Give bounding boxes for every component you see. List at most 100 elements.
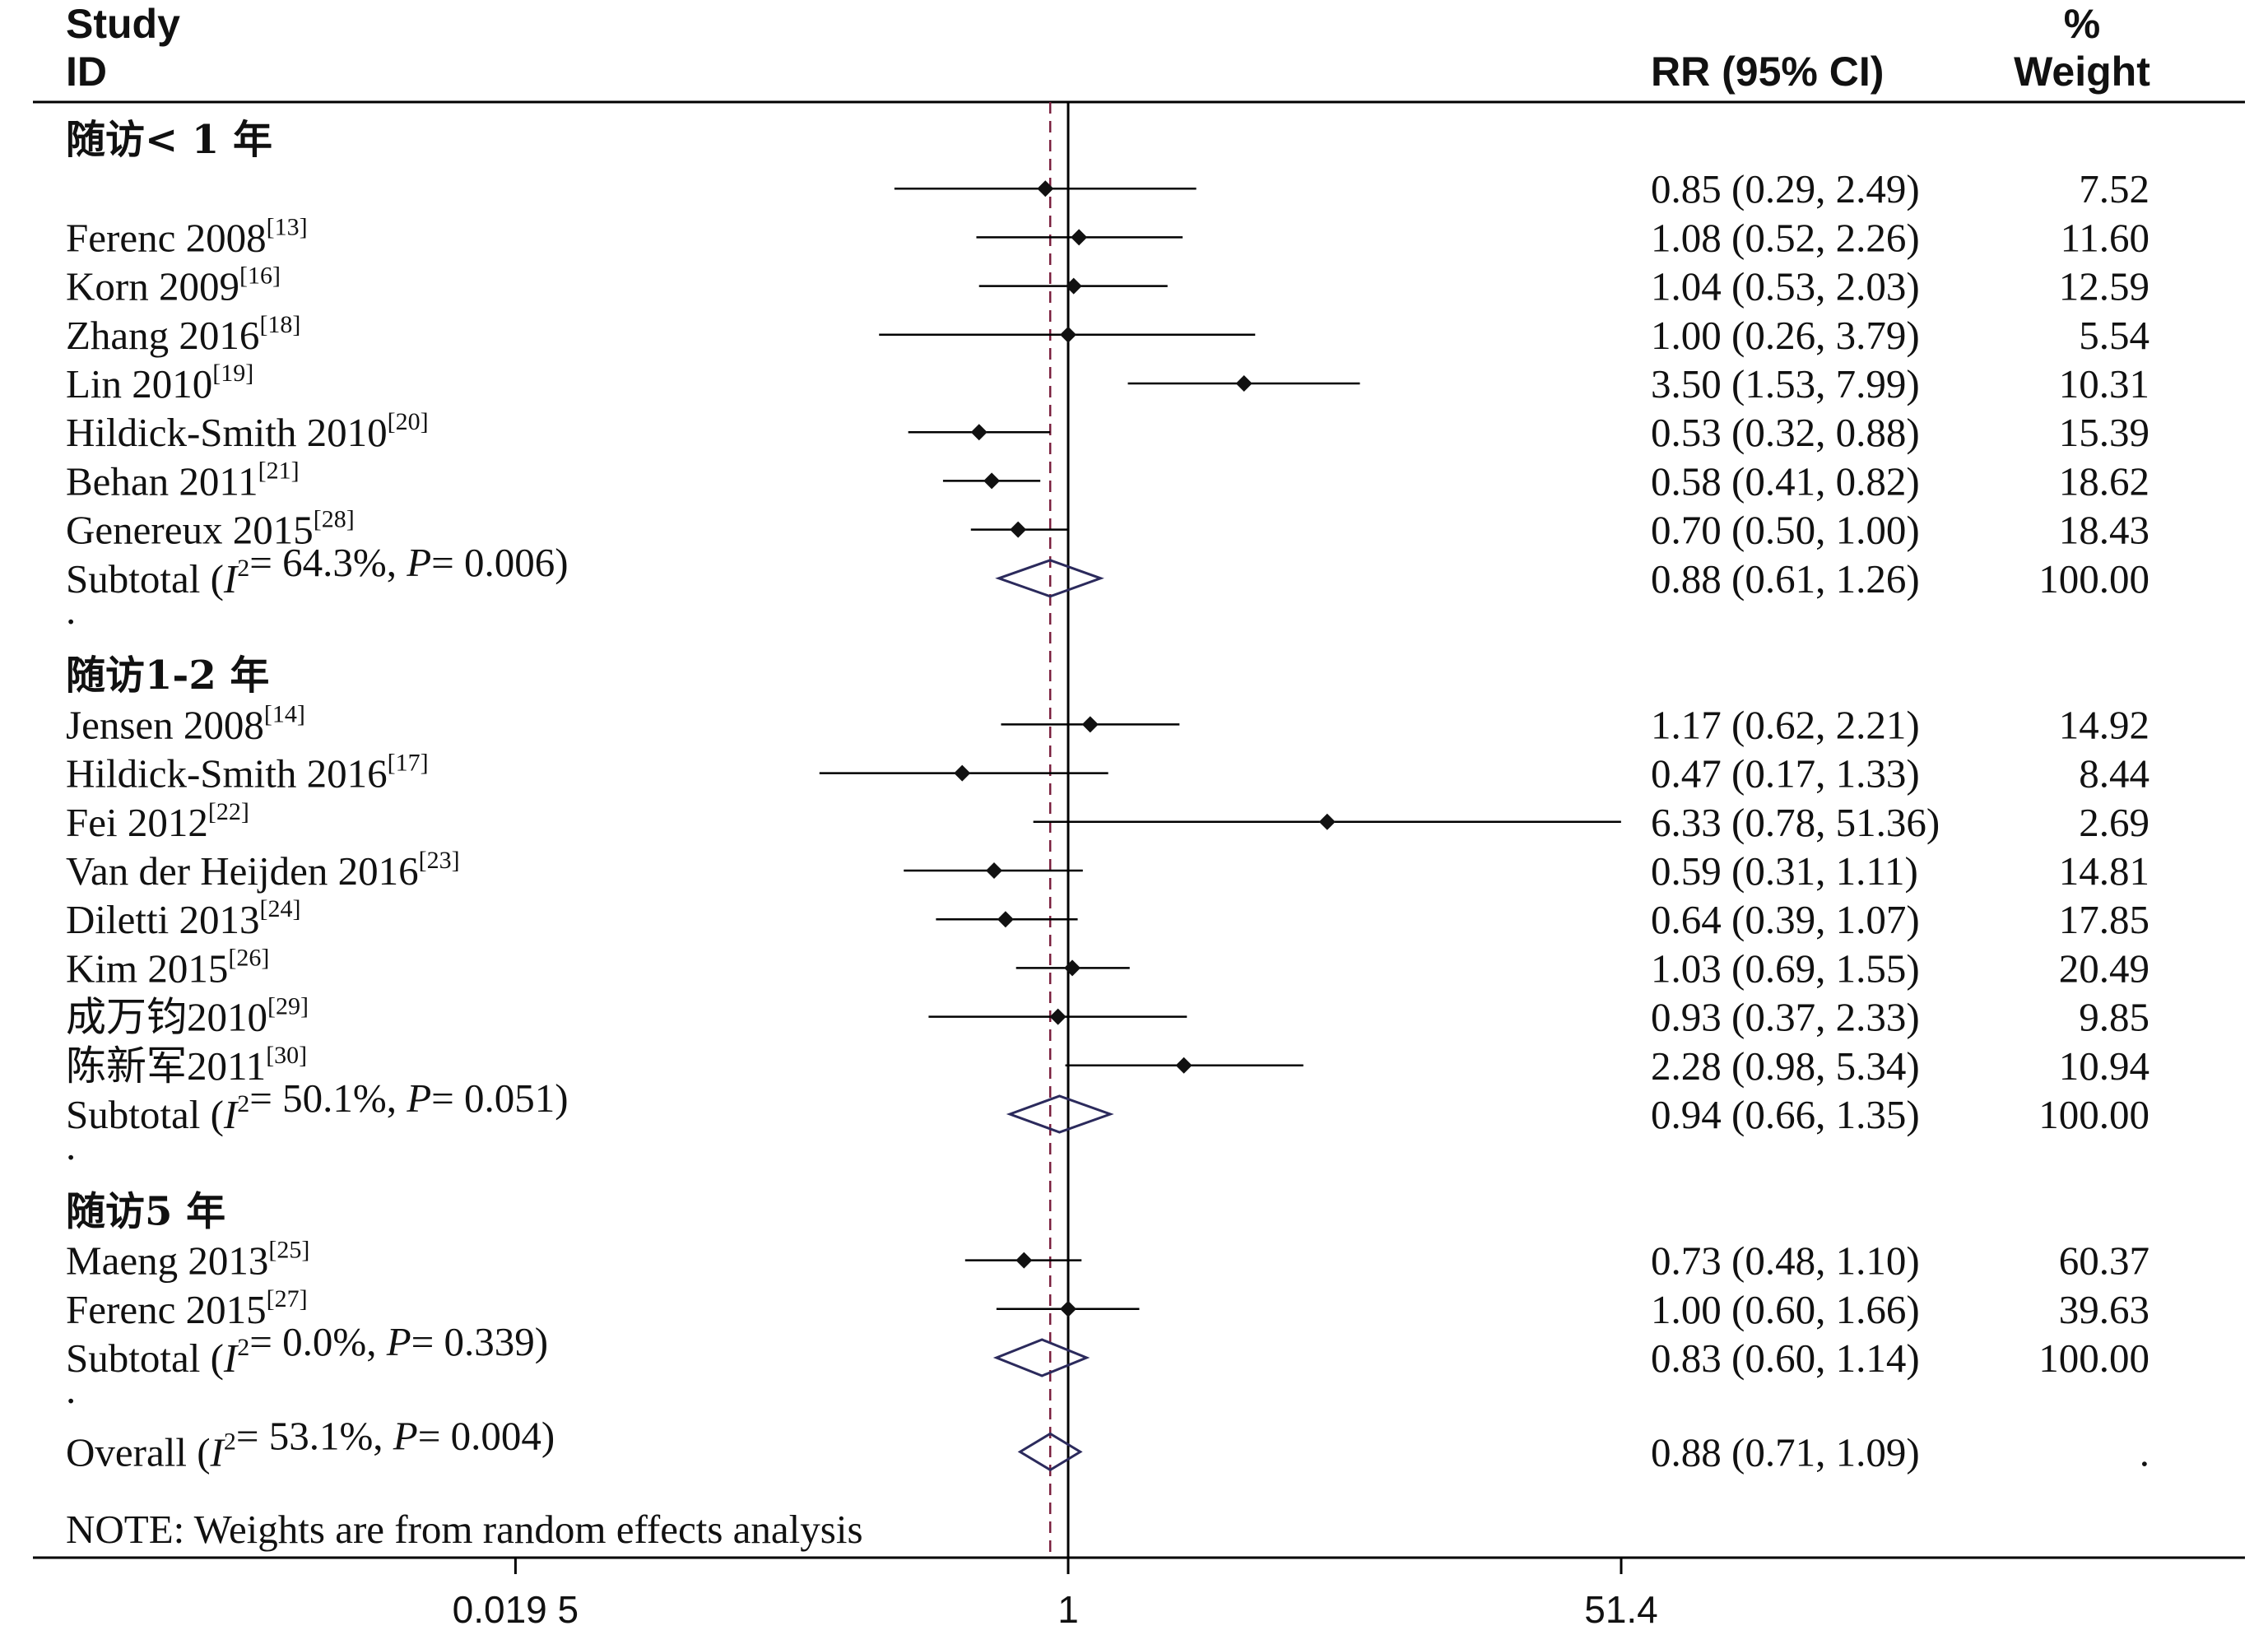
- rr-ci-value: 1.08 (0.52, 2.26): [1651, 215, 1920, 260]
- study-label: Fei 2012[22]: [66, 798, 249, 845]
- heterogeneity-p: = 0.051): [431, 1075, 568, 1121]
- heterogeneity-i2: = 0.0%,: [249, 1319, 386, 1364]
- summary-prefix: Overall: [66, 1429, 187, 1475]
- weight-value: 5.54: [2079, 313, 2149, 358]
- id-header: ID: [66, 49, 107, 95]
- weight-value: 7.52: [2079, 166, 2149, 211]
- rr-ci-value: 0.93 (0.37, 2.33): [1651, 995, 1920, 1040]
- group-separator: .: [66, 588, 76, 633]
- study-row: Ferenc 2015[27] 1.00 (0.60, 1.66) 39.63: [66, 1285, 2149, 1332]
- study-name: Hildick-Smith 2016: [66, 751, 388, 797]
- rr-ci-value: 1.00 (0.26, 3.79): [1651, 313, 1920, 358]
- summary-diamond: [992, 1338, 1090, 1377]
- subgroup-title: 随访< 1 年: [66, 117, 272, 163]
- reference-citation: [21]: [258, 457, 300, 484]
- point-estimate: [997, 911, 1014, 928]
- point-estimate: [1064, 959, 1081, 977]
- heterogeneity-i2: = 64.3%,: [249, 540, 407, 585]
- study-row: Maeng 2013[25] 0.73 (0.48, 1.10) 60.37: [66, 1237, 2149, 1284]
- study-row: Ferenc 2008[13] 1.08 (0.52, 2.26) 11.60: [66, 213, 2149, 260]
- study-row: Zhang 2016[18] 1.00 (0.26, 3.79) 5.54: [66, 311, 2149, 358]
- rr-ci-value: 0.88 (0.71, 1.09): [1651, 1429, 1920, 1475]
- point-estimate: [1060, 326, 1076, 343]
- study-name: 成万钧2010: [66, 995, 267, 1040]
- rr-ci-value: 0.58 (0.41, 0.82): [1651, 458, 1920, 504]
- study-label: 陈新军2011[30]: [66, 1042, 307, 1089]
- weight-value: .: [2140, 1429, 2149, 1475]
- study-name: Korn 2009: [66, 264, 239, 309]
- study-row: Van der Heijden 2016[23] 0.59 (0.31, 1.11…: [66, 847, 2149, 894]
- heterogeneity-p: = 0.339): [411, 1319, 548, 1364]
- heterogeneity-i2: = 53.1%,: [236, 1413, 393, 1458]
- note-text: NOTE: Weights are from random effects an…: [66, 1507, 863, 1552]
- summary-diamond: [995, 559, 1104, 598]
- reference-citation: [30]: [266, 1042, 307, 1069]
- subgroup-title: 随访1-2 年: [66, 653, 269, 699]
- study-label: Ferenc 2015[27]: [66, 1285, 308, 1332]
- study-name: Behan 2011: [66, 458, 258, 504]
- group-separator: .: [66, 1123, 76, 1168]
- study-row: Fei 2012[22] 6.33 (0.78, 51.36) 2.69: [66, 798, 2149, 845]
- study-label: Van der Heijden 2016[23]: [66, 847, 460, 894]
- study-name: Fei 2012: [66, 800, 208, 845]
- study-row: Hildick-Smith 2016[17] 0.47 (0.17, 1.33) 8…: [66, 750, 2149, 797]
- reference-citation: [24]: [259, 895, 300, 922]
- group-separator: .: [66, 1367, 76, 1412]
- study-row: 陈新军2011[30] 2.28 (0.98, 5.34) 10.94: [66, 1042, 2149, 1089]
- weight-value: 100.00: [2038, 1335, 2149, 1381]
- reference-citation: [23]: [419, 847, 460, 874]
- study-row: Lin 2010[19] 3.50 (1.53, 7.99) 10.31: [66, 360, 2149, 406]
- rr-ci-value: 1.04 (0.53, 2.03): [1651, 264, 1920, 309]
- study-name: Hildick-Smith 2010: [66, 410, 388, 455]
- summary-label: Overall (I2= 53.1%, P= 0.004): [66, 1413, 555, 1475]
- weight-value: 100.00: [2038, 1092, 2149, 1137]
- rr-ci-value: 3.50 (1.53, 7.99): [1651, 361, 1920, 406]
- weight-value: 8.44: [2079, 751, 2149, 797]
- study-label: Zhang 2016[18]: [66, 311, 300, 358]
- x-tick-label: 1: [1057, 1588, 1079, 1631]
- weight-value: 9.85: [2079, 995, 2149, 1040]
- study-row: Kim 2015[26] 1.03 (0.69, 1.55) 20.49: [66, 944, 2149, 991]
- reference-lines: [1048, 102, 1070, 1558]
- rr-ci-value: 0.53 (0.32, 0.88): [1651, 410, 1920, 455]
- reference-citation: [22]: [208, 798, 249, 825]
- summary-row: Subtotal (I2= 50.1%, P= 0.051) 0.94 (0.66…: [66, 1075, 2149, 1137]
- weight-value: 14.92: [2059, 702, 2149, 747]
- weight-value: 60.37: [2059, 1238, 2149, 1284]
- reference-citation: [17]: [388, 750, 429, 777]
- reference-citation: [28]: [314, 506, 355, 533]
- summary-diamond: [1017, 1432, 1083, 1472]
- weight-header: Weight: [2014, 49, 2150, 95]
- point-estimate: [983, 472, 1001, 490]
- weight-value: 20.49: [2059, 945, 2149, 991]
- rr-ci-value: 0.64 (0.39, 1.07): [1651, 897, 1920, 942]
- reference-citation: [20]: [388, 408, 429, 435]
- rr-ci-value: 2.28 (0.98, 5.34): [1651, 1043, 1920, 1089]
- study-label: 成万钧2010[29]: [66, 993, 309, 1040]
- study-label: Ferenc 2008[13]: [66, 213, 308, 260]
- rr-ci-value: 6.33 (0.78, 51.36): [1651, 800, 1940, 845]
- point-estimate: [985, 862, 1002, 879]
- heterogeneity-i2: = 50.1%,: [249, 1075, 407, 1121]
- reference-citation: [19]: [212, 360, 253, 387]
- study-name: Maeng 2013: [66, 1238, 268, 1284]
- study-row: Behan 2011[21] 0.58 (0.41, 0.82) 18.62: [66, 457, 2149, 504]
- weight-value: 14.81: [2059, 848, 2149, 894]
- study-label: Diletti 2013[24]: [66, 895, 300, 942]
- point-estimate: [1318, 813, 1336, 830]
- heterogeneity-p: = 0.006): [431, 540, 568, 585]
- point-estimate: [1175, 1057, 1192, 1074]
- weight-value: 2.69: [2079, 800, 2149, 845]
- study-label: Maeng 2013[25]: [66, 1237, 309, 1284]
- summary-prefix: Subtotal: [66, 1092, 200, 1137]
- weight-value: 12.59: [2059, 264, 2149, 309]
- study-label: Lin 2010[19]: [66, 360, 253, 406]
- study-name: Lin 2010: [66, 361, 212, 406]
- point-estimate: [1049, 1008, 1067, 1025]
- study-name: Jensen 2008: [66, 702, 264, 747]
- reference-citation: [25]: [268, 1237, 309, 1264]
- study-name: 陈新军2011: [66, 1043, 266, 1089]
- rr-ci-value: 0.88 (0.61, 1.26): [1651, 556, 1920, 602]
- study-label: Hildick-Smith 2016[17]: [66, 750, 429, 797]
